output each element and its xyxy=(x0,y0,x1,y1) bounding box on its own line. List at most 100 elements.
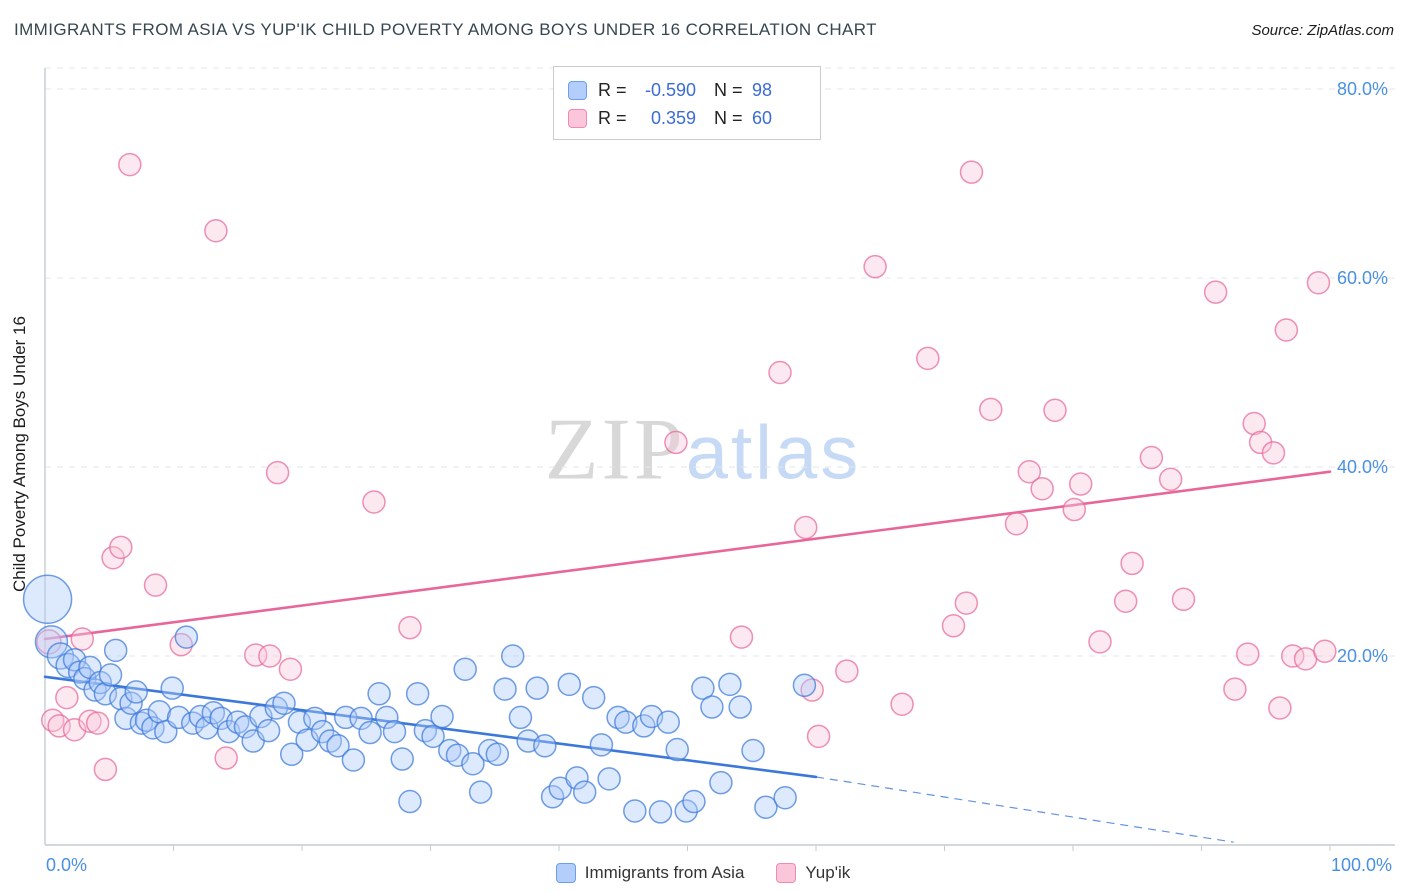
data-point xyxy=(1017,459,1042,484)
data-point xyxy=(134,708,159,733)
series-legend: Immigrants from Asia Yup'ik xyxy=(0,863,1406,883)
data-point xyxy=(78,709,102,733)
data-point xyxy=(1203,280,1228,304)
data-point xyxy=(1062,497,1087,522)
data-point xyxy=(806,724,831,749)
n-label: N = xyxy=(714,107,743,128)
data-point xyxy=(793,515,818,540)
data-point xyxy=(62,648,87,672)
data-point xyxy=(1223,677,1247,701)
data-point xyxy=(326,734,350,758)
data-point xyxy=(709,770,733,795)
data-point xyxy=(890,692,914,716)
pink-series-swatch xyxy=(568,108,587,128)
r-label: R = xyxy=(598,107,627,128)
data-point xyxy=(792,673,817,698)
data-point xyxy=(256,718,281,743)
page-title: IMMIGRANTS FROM ASIA VS YUP'IK CHILD POV… xyxy=(14,20,877,39)
data-point xyxy=(47,714,71,738)
data-point xyxy=(1171,587,1196,612)
data-point xyxy=(1120,551,1144,576)
data-point xyxy=(118,152,142,177)
data-point xyxy=(597,767,621,791)
data-point xyxy=(493,677,517,701)
zipatlas-watermark: ZIPatlas xyxy=(545,400,862,501)
data-point xyxy=(700,695,724,719)
data-point xyxy=(718,672,742,697)
data-point xyxy=(22,574,73,625)
data-point xyxy=(468,780,493,804)
data-point xyxy=(979,397,1003,422)
n-value-yupik: 60 xyxy=(752,107,773,128)
data-point xyxy=(382,719,407,744)
data-point xyxy=(1261,441,1286,465)
r-value-asia: -0.590 xyxy=(644,79,696,100)
data-point xyxy=(691,676,715,700)
data-point xyxy=(143,573,168,597)
data-point xyxy=(572,780,597,804)
data-point xyxy=(525,676,549,700)
data-point xyxy=(656,710,680,734)
series-legend-item-asia: Immigrants from Asia xyxy=(555,863,745,883)
trend-line xyxy=(43,675,818,779)
data-point xyxy=(741,738,765,763)
data-point xyxy=(728,695,752,719)
data-point xyxy=(421,724,445,749)
data-point xyxy=(1313,639,1337,664)
data-point xyxy=(1030,476,1054,501)
data-point xyxy=(614,710,638,734)
data-point xyxy=(119,691,143,715)
data-point xyxy=(508,705,533,730)
series-legend-label-asia: Immigrants from Asia xyxy=(584,863,745,882)
data-point xyxy=(124,680,148,704)
data-point xyxy=(1088,630,1112,654)
data-point xyxy=(754,795,778,819)
data-point xyxy=(674,799,698,823)
data-point xyxy=(375,705,399,730)
data-point xyxy=(258,644,282,668)
y-tick-label: 80.0% xyxy=(1337,79,1388,99)
data-point xyxy=(461,751,485,776)
data-point xyxy=(453,657,477,681)
data-point xyxy=(648,800,673,824)
data-point xyxy=(623,799,647,823)
data-point xyxy=(70,627,95,651)
data-point xyxy=(174,625,199,649)
data-point xyxy=(93,757,118,782)
data-point xyxy=(367,682,391,706)
data-point xyxy=(632,714,656,738)
data-point xyxy=(272,691,296,715)
data-point xyxy=(55,685,79,710)
n-label: N = xyxy=(714,79,743,100)
data-point xyxy=(916,346,940,371)
data-point xyxy=(358,720,382,745)
data-point xyxy=(430,704,454,729)
watermark-zip-text: ZIP xyxy=(544,401,686,499)
data-point xyxy=(863,254,887,279)
data-point xyxy=(34,625,69,659)
data-point xyxy=(1306,270,1331,295)
y-tick-label: 40.0% xyxy=(1337,457,1388,477)
data-point xyxy=(279,742,304,767)
blue-series-swatch xyxy=(568,80,587,100)
pink-series-swatch xyxy=(776,863,797,883)
data-point xyxy=(773,786,797,810)
data-point xyxy=(341,748,366,772)
data-point xyxy=(160,676,184,700)
data-point xyxy=(265,460,290,485)
data-point xyxy=(959,160,984,184)
data-point xyxy=(103,638,128,663)
correlation-legend: R = -0.590 N = 98 R = 0.359 N = 60 xyxy=(553,66,821,140)
data-point xyxy=(85,711,110,735)
data-point xyxy=(1068,472,1093,496)
data-point xyxy=(114,706,138,731)
data-point xyxy=(310,719,335,744)
data-point xyxy=(565,766,589,790)
data-point xyxy=(181,711,205,735)
data-point xyxy=(1158,467,1183,492)
data-point xyxy=(362,490,386,514)
x-tick-label-max: 100.0% xyxy=(1331,855,1392,875)
data-point xyxy=(835,659,859,683)
data-point xyxy=(1043,398,1067,423)
